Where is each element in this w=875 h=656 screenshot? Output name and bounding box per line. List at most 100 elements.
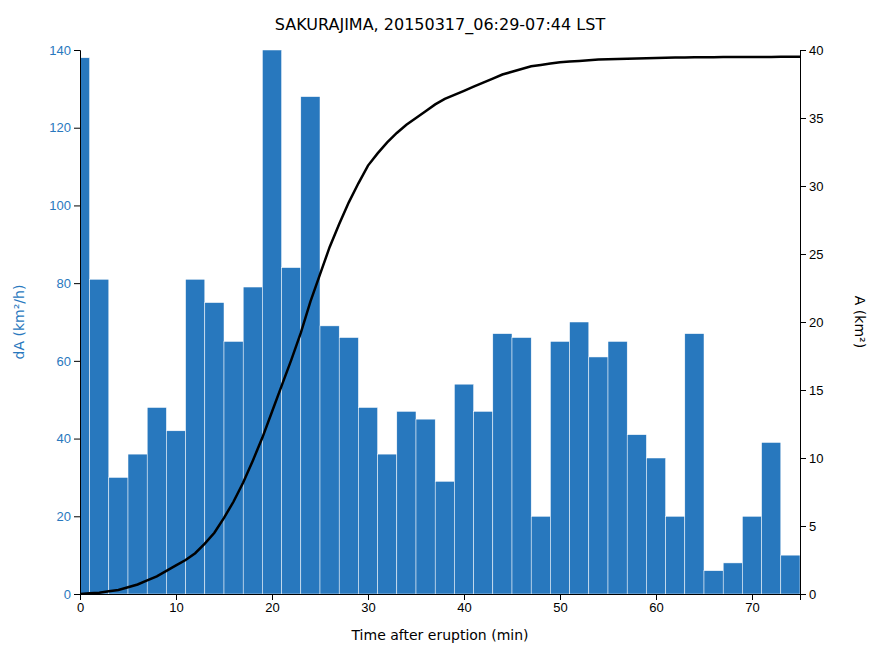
- chart: 0102030405060700204060801001201400510152…: [0, 0, 875, 656]
- tick: 0: [64, 587, 80, 602]
- y2-axis: 0510152025303540: [800, 43, 823, 602]
- tick-mark: [800, 186, 806, 187]
- bar: [243, 287, 262, 594]
- tick-mark: [74, 205, 80, 206]
- tick-label: 25: [809, 247, 823, 262]
- tick-label: 20: [265, 600, 279, 615]
- tick-mark: [176, 594, 177, 600]
- bar: [90, 279, 109, 594]
- tick: 35: [800, 111, 823, 126]
- tick: 140: [49, 43, 80, 58]
- tick: 5: [800, 519, 816, 534]
- tick: 40: [457, 594, 471, 615]
- x-axis-label: Time after eruption (min): [350, 627, 528, 643]
- tick: 20: [265, 594, 279, 615]
- tick: 70: [745, 594, 759, 615]
- tick-mark: [800, 322, 806, 323]
- tick-mark: [368, 594, 369, 600]
- x-axis: 010203040506070: [77, 594, 801, 615]
- tick: 80: [57, 276, 80, 291]
- tick: 50: [553, 594, 567, 615]
- tick: 20: [800, 315, 823, 330]
- tick-mark: [74, 516, 80, 517]
- tick-label: 0: [77, 600, 84, 615]
- bars: [80, 50, 800, 594]
- tick-mark: [464, 594, 465, 600]
- tick-label: 100: [49, 198, 71, 213]
- title: SAKURAJIMA, 20150317_06:29-07:44 LST: [275, 15, 606, 35]
- tick-label: 20: [57, 509, 71, 524]
- bar: [128, 454, 147, 594]
- bar: [416, 419, 435, 594]
- tick-mark: [74, 439, 80, 440]
- bar: [358, 407, 377, 594]
- bar: [205, 303, 224, 594]
- bar: [301, 97, 320, 594]
- tick: 40: [57, 431, 80, 446]
- bar: [378, 454, 397, 594]
- tick-label: 140: [49, 43, 71, 58]
- bar: [685, 334, 704, 594]
- bar: [666, 516, 685, 594]
- bar: [608, 341, 627, 594]
- tick-mark: [656, 594, 657, 600]
- tick-mark: [74, 361, 80, 362]
- tick-label: 35: [809, 111, 823, 126]
- bar: [742, 516, 761, 594]
- bar: [512, 338, 531, 594]
- tick: 25: [800, 247, 823, 262]
- bar: [339, 338, 358, 594]
- axis-line: [81, 595, 801, 601]
- tick-mark: [800, 526, 806, 527]
- tick-mark: [74, 128, 80, 129]
- bar: [570, 322, 589, 594]
- y2-axis-label: A (km²): [852, 296, 868, 348]
- tick: 30: [361, 594, 375, 615]
- tick-label: 40: [809, 43, 823, 58]
- tick: 0: [77, 594, 84, 615]
- tick-label: 0: [64, 587, 71, 602]
- bar: [147, 407, 166, 594]
- tick-label: 10: [809, 451, 823, 466]
- plot-area: [80, 50, 800, 594]
- tick-mark: [800, 118, 806, 119]
- bar: [781, 555, 800, 594]
- tick-mark: [74, 283, 80, 284]
- tick-mark: [800, 50, 806, 51]
- tick-label: 0: [809, 587, 816, 602]
- bar: [397, 411, 416, 594]
- tick-mark: [74, 50, 80, 51]
- tick-mark: [800, 594, 806, 595]
- bar: [262, 50, 281, 594]
- tick: 60: [57, 354, 80, 369]
- tick-mark: [800, 390, 806, 391]
- tick-label: 40: [457, 600, 471, 615]
- bar: [589, 357, 608, 594]
- bar: [320, 326, 339, 594]
- bar: [454, 384, 473, 594]
- bar: [80, 58, 90, 594]
- tick-label: 30: [809, 179, 823, 194]
- tick-label: 70: [745, 600, 759, 615]
- bar: [627, 435, 646, 594]
- tick-mark: [800, 458, 806, 459]
- tick-label: 60: [649, 600, 663, 615]
- bar: [723, 563, 742, 594]
- axis-line: [801, 51, 807, 595]
- y-axis-label: dA (km²/h): [11, 285, 27, 360]
- tick-mark: [560, 594, 561, 600]
- bar: [224, 341, 243, 594]
- bar: [704, 571, 723, 594]
- bar: [474, 411, 493, 594]
- tick-label: 50: [553, 600, 567, 615]
- axis-line: [74, 51, 81, 595]
- bar: [435, 481, 454, 594]
- bar: [550, 341, 569, 594]
- bar: [493, 334, 512, 594]
- bar: [282, 268, 301, 594]
- tick-label: 80: [57, 276, 71, 291]
- bar: [646, 458, 665, 594]
- tick-mark: [800, 254, 806, 255]
- bar: [531, 516, 550, 594]
- tick: 30: [800, 179, 823, 194]
